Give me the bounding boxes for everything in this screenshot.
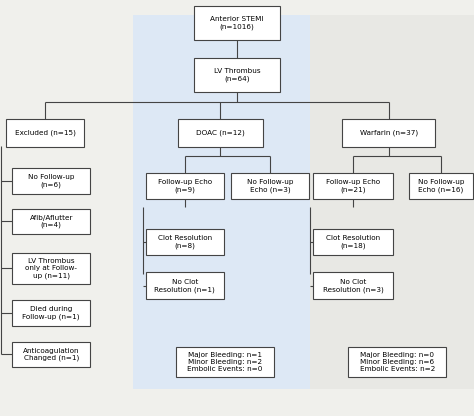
Text: Follow-up Echo
(n=9): Follow-up Echo (n=9) <box>158 179 212 193</box>
Text: No Follow-up
(n=6): No Follow-up (n=6) <box>28 174 74 188</box>
Text: No Clot
Resolution (n=3): No Clot Resolution (n=3) <box>323 279 383 292</box>
FancyBboxPatch shape <box>12 342 90 367</box>
FancyBboxPatch shape <box>178 119 264 147</box>
Text: Anticoagulation
Changed (n=1): Anticoagulation Changed (n=1) <box>23 348 80 361</box>
FancyBboxPatch shape <box>146 173 224 199</box>
FancyBboxPatch shape <box>12 208 90 234</box>
FancyBboxPatch shape <box>313 173 393 199</box>
Text: Major Bleeding: n=1
Minor Bleeding: n=2
Embolic Events: n=0: Major Bleeding: n=1 Minor Bleeding: n=2 … <box>187 352 263 372</box>
FancyBboxPatch shape <box>176 347 274 377</box>
Text: Afib/Aflutter
(n=4): Afib/Aflutter (n=4) <box>29 215 73 228</box>
Text: Clot Resolution
(n=18): Clot Resolution (n=18) <box>326 235 380 249</box>
Text: No Follow-up
Echo (n=16): No Follow-up Echo (n=16) <box>418 179 464 193</box>
FancyBboxPatch shape <box>146 230 224 255</box>
FancyBboxPatch shape <box>194 58 280 92</box>
FancyBboxPatch shape <box>313 230 393 255</box>
Bar <box>133 15 310 389</box>
Text: Anterior STEMI
(n=1016): Anterior STEMI (n=1016) <box>210 16 264 30</box>
Text: Clot Resolution
(n=8): Clot Resolution (n=8) <box>158 235 212 249</box>
FancyBboxPatch shape <box>146 272 224 299</box>
FancyBboxPatch shape <box>6 119 84 147</box>
Text: LV Thrombus
only at Follow-
up (n=11): LV Thrombus only at Follow- up (n=11) <box>25 258 77 279</box>
Text: LV Thrombus
(n=64): LV Thrombus (n=64) <box>214 68 260 82</box>
Text: Follow-up Echo
(n=21): Follow-up Echo (n=21) <box>326 179 380 193</box>
Text: Died during
Follow-up (n=1): Died during Follow-up (n=1) <box>22 306 80 319</box>
FancyBboxPatch shape <box>12 168 90 194</box>
FancyBboxPatch shape <box>409 173 473 199</box>
Text: No Clot
Resolution (n=1): No Clot Resolution (n=1) <box>155 279 215 292</box>
Text: Warfarin (n=37): Warfarin (n=37) <box>360 130 418 136</box>
FancyBboxPatch shape <box>12 253 90 284</box>
FancyBboxPatch shape <box>231 173 309 199</box>
FancyBboxPatch shape <box>348 347 446 377</box>
Text: No Follow-up
Echo (n=3): No Follow-up Echo (n=3) <box>247 179 293 193</box>
Text: Excluded (n=15): Excluded (n=15) <box>15 130 75 136</box>
Bar <box>310 15 474 389</box>
Text: DOAC (n=12): DOAC (n=12) <box>196 130 245 136</box>
Text: Major Bleeding: n=0
Minor Bleeding: n=6
Embolic Events: n=2: Major Bleeding: n=0 Minor Bleeding: n=6 … <box>359 352 435 372</box>
FancyBboxPatch shape <box>342 119 435 147</box>
FancyBboxPatch shape <box>313 272 393 299</box>
FancyBboxPatch shape <box>194 6 280 40</box>
FancyBboxPatch shape <box>12 300 90 325</box>
